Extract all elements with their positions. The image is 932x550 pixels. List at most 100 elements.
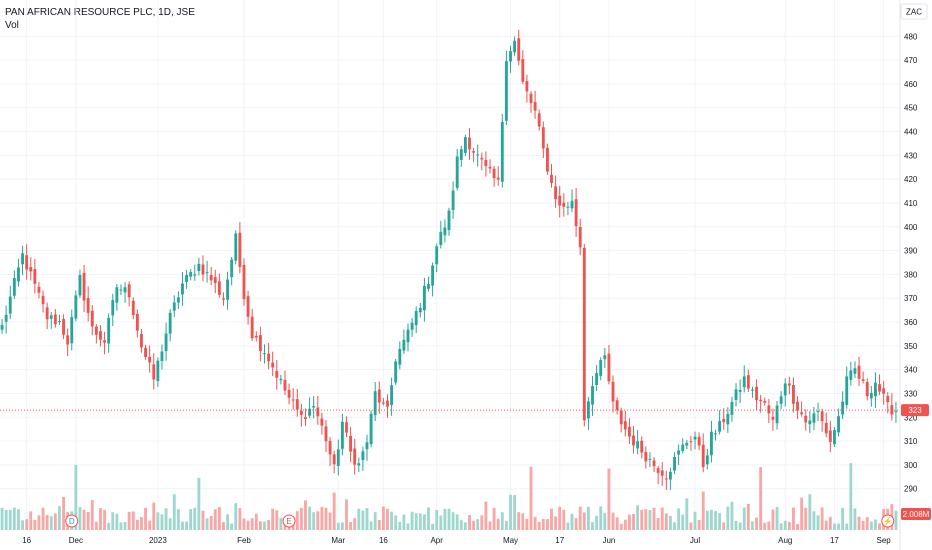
volume-bar [365, 508, 369, 530]
volume-bar [0, 507, 4, 530]
volume-bar [377, 520, 381, 530]
volume-bar [361, 510, 365, 530]
time-tick-label: Mar [331, 536, 345, 545]
price-axis[interactable]: 290 300 310 320 330 340 350 360 370 380 390 400 410 4… [904, 32, 918, 493]
volume-bar [656, 518, 660, 530]
candle-body [611, 381, 615, 402]
candle-body [472, 151, 476, 153]
candle-body [570, 200, 574, 209]
volume-bar [595, 515, 599, 530]
candle-body [62, 318, 65, 335]
candle-body [882, 388, 886, 394]
candle-body [574, 199, 578, 227]
candle-body [878, 384, 881, 392]
volume-bar [607, 468, 611, 530]
volume-bar [152, 502, 156, 530]
candle-body [295, 399, 299, 410]
volume-label: Vol [5, 20, 19, 31]
volume-bar [755, 517, 758, 530]
candle-body [541, 127, 545, 149]
volume-bar [599, 506, 603, 530]
candle-body [414, 311, 418, 326]
candle-body [775, 405, 779, 424]
candle-body [213, 277, 217, 284]
volume-bar [869, 521, 873, 530]
volume-bar [492, 507, 496, 530]
price-tick-label: 310 [904, 437, 918, 446]
candle-body [324, 426, 328, 442]
candle-body [53, 314, 57, 325]
candle-body [119, 289, 123, 291]
candle-body [267, 353, 271, 362]
candle-body [222, 298, 225, 300]
volume-bar [644, 509, 648, 530]
volume-bar [340, 522, 344, 530]
candle-body [656, 468, 660, 473]
dividend-marker-letter: D [69, 517, 75, 526]
candle-body [451, 190, 455, 211]
volume-bar [103, 509, 106, 530]
volume-bar [12, 507, 16, 530]
volume-bar [410, 511, 414, 530]
candle-body [509, 51, 512, 62]
volume-bar [324, 507, 328, 530]
volume-bar [250, 518, 254, 530]
volume-bar [246, 520, 250, 530]
candle-body [107, 317, 111, 344]
price-tick-label: 370 [904, 294, 918, 303]
split-marker-circle [881, 514, 895, 528]
volume-bar [25, 519, 29, 530]
candle-body [886, 396, 890, 403]
volume-bar [541, 518, 545, 530]
volume-bar [623, 519, 627, 530]
volume-bar [119, 522, 123, 530]
grid-lines [0, 0, 900, 530]
candle-body [37, 286, 41, 293]
candle-body [291, 399, 295, 401]
volume-bar [570, 513, 574, 530]
candle-body [242, 264, 246, 300]
time-tick-label: Feb [237, 536, 251, 545]
candle-body [238, 232, 242, 267]
candle-body [595, 373, 599, 386]
price-tick-label: 290 [904, 485, 918, 494]
candle-body [258, 335, 262, 351]
candle-body [718, 421, 722, 432]
volume-bar [254, 513, 258, 530]
time-tick-label: Sep [877, 536, 892, 545]
candle-body [12, 278, 16, 296]
volume-bar [484, 501, 488, 530]
volume-bar [357, 508, 361, 530]
candle-body [394, 361, 398, 383]
candle-body [8, 296, 12, 314]
candle-body [58, 321, 61, 323]
volume-bar [746, 504, 750, 530]
candle-body [521, 58, 525, 82]
candle-body [468, 137, 471, 150]
time-axis[interactable]: 16 Dec 2023 Feb Mar 16 Apr May 17 Jun Jul Aug 17 Sep [22, 536, 891, 545]
earnings-marker-circle [282, 514, 296, 528]
candle-body [357, 463, 361, 466]
volume-bar [386, 508, 389, 530]
candle-body [804, 415, 808, 423]
candlesticks [0, 29, 898, 491]
currency-label: ZAC [906, 8, 922, 17]
volume-bar [443, 508, 447, 530]
volume-bar [627, 514, 631, 530]
candle-body [615, 400, 619, 411]
volume-bar [591, 522, 594, 530]
candle-body [861, 379, 865, 381]
candle-body [160, 351, 164, 362]
volume-bar [406, 523, 410, 530]
candle-body [500, 121, 504, 182]
volume-bar [402, 514, 406, 530]
candle-body [127, 284, 131, 298]
currency-box[interactable]: ZAC [900, 3, 928, 20]
volume-bar [480, 515, 484, 530]
volume-bar [29, 511, 33, 530]
volume-bar [726, 506, 730, 530]
candle-body [701, 444, 705, 468]
time-tick-label: Aug [778, 536, 792, 545]
candle-body [275, 370, 279, 378]
